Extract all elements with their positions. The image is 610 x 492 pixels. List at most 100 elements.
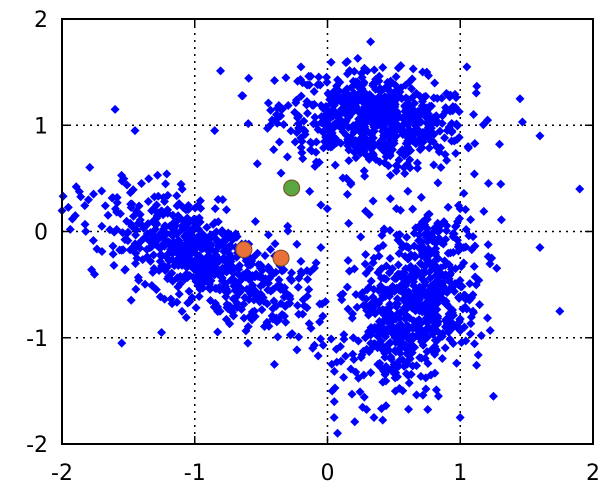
scatter-point [496,179,506,189]
scatter-point [291,95,301,105]
scatter-point [260,251,270,261]
scatter-point [294,111,304,121]
scatter-point [407,322,417,332]
scatter-point [428,137,438,147]
scatter-point [424,311,434,321]
scatter-point [475,300,485,310]
scatter-point [231,292,241,302]
scatter-point [195,217,205,227]
scatter-point [122,228,132,238]
scatter-point [330,383,340,393]
scatter-point [432,298,442,308]
scatter-point [353,53,363,63]
scatter-point [361,294,371,304]
scatter-point [305,137,315,147]
scatter-point [140,279,150,289]
scatter-point [128,211,138,221]
scatter-point [379,131,389,141]
scatter-point [359,166,369,176]
scatter-point [412,390,422,400]
scatter-point [281,317,291,327]
scatter-point [435,225,445,235]
scatter-point [367,324,377,334]
data-points [57,37,585,438]
scatter-point [443,202,453,212]
scatter-point [313,80,323,90]
scatter-point [359,63,369,73]
y-tick-label: -1 [26,327,48,352]
scatter-point [172,297,182,307]
scatter-point [343,304,353,314]
scatter-point [299,301,309,311]
scatter-point [339,372,349,382]
scatter-point [298,154,308,164]
scatter-point [417,130,427,140]
scatter-point [408,331,418,341]
scatter-point [378,63,388,73]
scatter-point [344,266,354,276]
scatter-point [423,71,433,81]
scatter-point [183,218,193,228]
scatter-point [517,117,527,127]
scatter-point [162,253,172,263]
scatter-point [302,80,312,90]
scatter-point [270,239,280,249]
scatter-point [320,136,330,146]
scatter-point [469,339,479,349]
axis-ticks [61,18,594,445]
scatter-point [168,248,178,258]
scatter-point [153,211,163,221]
scatter-point [309,99,319,109]
scatter-point [425,273,435,283]
scatter-point [378,119,388,129]
scatter-point [391,347,401,357]
scatter-point [276,168,286,178]
scatter-point [453,323,463,333]
scatter-point [202,257,212,267]
scatter-point [309,87,319,97]
scatter-point [397,287,407,297]
scatter-point [180,274,190,284]
scatter-point [364,210,374,220]
scatter-point [454,107,464,117]
scatter-point [199,232,209,242]
scatter-point [272,110,282,120]
scatter-point [403,371,413,381]
scatter-point [415,117,425,127]
scatter-point [283,221,293,231]
scatter-point [425,284,435,294]
scatter-point [191,303,201,313]
scatter-point [385,170,395,180]
scatter-point [109,260,119,270]
scatter-point [450,279,460,289]
scatter-point [378,415,388,425]
scatter-point [389,91,399,101]
scatter-point [437,118,447,128]
scatter-point [268,304,278,314]
scatter-point [217,273,227,283]
scatter-point [233,263,243,273]
scatter-point [221,205,231,215]
scatter-point [181,313,191,323]
scatter-point [208,219,218,229]
scatter-point [83,195,93,205]
scatter-point [395,112,405,122]
scatter-point [400,169,410,179]
scatter-point [391,106,401,116]
scatter-point [263,98,273,108]
scatter-point [386,79,396,89]
scatter-point [210,204,220,214]
scatter-point [329,397,339,407]
scatter-point [160,197,170,207]
scatter-point [488,391,498,401]
scatter-point [406,250,416,260]
scatter-point [440,343,450,353]
scatter-point [419,335,429,345]
scatter-point [230,285,240,295]
scatter-point [213,195,223,205]
scatter-point [143,197,153,207]
scatter-point [161,179,171,189]
scatter-point [397,94,407,104]
scatter-point [302,97,312,107]
scatter-point [224,248,234,258]
